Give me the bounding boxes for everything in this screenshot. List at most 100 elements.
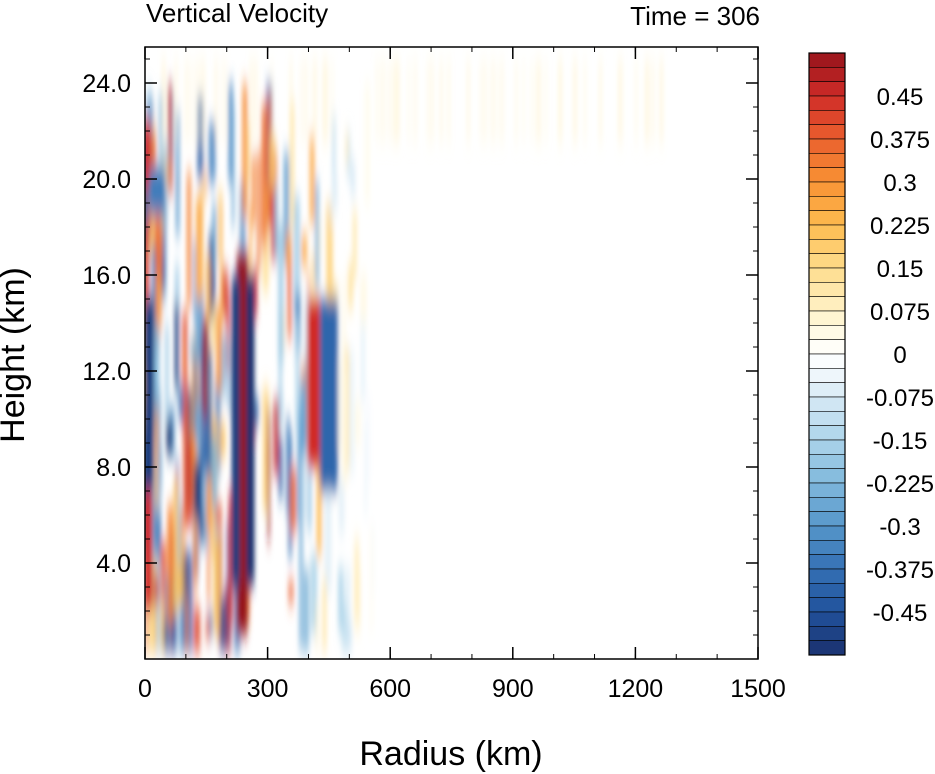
field-streak	[215, 503, 223, 525]
field-streak	[208, 122, 216, 184]
field-streak	[194, 299, 201, 361]
field-streak	[167, 504, 174, 623]
field-streak	[600, 59, 602, 143]
field-streak	[155, 176, 162, 275]
colorbar-box	[808, 382, 846, 398]
colorbar-box	[808, 439, 846, 455]
field-streak	[218, 189, 222, 261]
field-streak	[158, 93, 163, 225]
field-streak	[205, 617, 210, 640]
field-streak	[322, 579, 327, 652]
x-tick-label: 1500	[730, 675, 786, 703]
field-streak	[216, 305, 222, 392]
field-streak	[212, 203, 217, 265]
field-streak	[295, 317, 300, 433]
field-streak	[496, 59, 498, 143]
field-streak	[299, 517, 303, 650]
y-tick-label: 16.0	[82, 262, 131, 290]
field-streak	[165, 323, 169, 428]
field-streak	[213, 538, 221, 633]
colorbar-box	[808, 124, 846, 140]
y-axis-label: Height (km)	[0, 267, 32, 443]
field-streak	[155, 410, 158, 509]
field-streak	[286, 417, 290, 514]
x-tick-label: 0	[138, 675, 152, 703]
field-streak	[162, 59, 165, 143]
field-streak	[345, 567, 351, 622]
field-streak	[660, 59, 663, 143]
field-streak	[166, 420, 173, 455]
field-streak	[364, 419, 368, 514]
field-streak	[646, 59, 649, 143]
field-downdraft	[149, 167, 166, 215]
field-streak	[348, 263, 353, 310]
field-streak	[152, 324, 160, 409]
field-streak	[271, 59, 273, 143]
field-streak	[221, 59, 224, 143]
field-streak	[324, 59, 327, 143]
field-streak	[225, 59, 227, 143]
field-streak	[185, 547, 188, 598]
field-streak	[369, 529, 374, 632]
field-streak	[333, 174, 338, 213]
colorbar-box	[808, 325, 846, 340]
field-streak	[197, 59, 199, 143]
colorbar-box	[808, 597, 846, 613]
field-streak	[186, 438, 193, 527]
field-streak	[277, 394, 283, 428]
field-streak	[147, 577, 153, 652]
field-streak	[293, 196, 300, 316]
field-streak	[345, 133, 349, 163]
field-streak	[152, 495, 157, 612]
colorbar-box	[808, 497, 846, 512]
colorbar-box	[808, 67, 846, 82]
field-streak	[354, 538, 359, 619]
colorbar: 0.45 0.375 0.3 0.225 0.15 0.075 0 -0.075 -0.15 -0…	[808, 52, 934, 656]
field-streak	[153, 574, 159, 604]
field-streak	[341, 602, 348, 652]
field-streak	[645, 59, 648, 143]
field-streak	[387, 59, 390, 143]
field-streak	[226, 289, 230, 374]
field-streak	[194, 555, 197, 601]
field-streak	[448, 59, 450, 143]
colorbar-label: -0.075	[866, 385, 934, 412]
colorbar-label: -0.375	[866, 557, 934, 584]
field-streak	[346, 131, 351, 178]
colorbar-box	[808, 525, 846, 541]
field-streak	[204, 405, 210, 470]
colorbar-box	[808, 81, 846, 97]
field-streak	[208, 233, 216, 321]
chart-title: Vertical Velocity	[146, 0, 328, 28]
colorbar-box	[808, 411, 846, 426]
field-streak	[214, 460, 218, 598]
colorbar-label: -0.15	[873, 428, 928, 455]
field-streak	[154, 565, 161, 652]
field-streak	[202, 442, 209, 547]
field-streak	[221, 268, 229, 316]
colorbar-label: 0.075	[870, 299, 930, 326]
field-streak	[162, 191, 166, 287]
colorbar-label: -0.45	[873, 600, 928, 627]
field-streak	[257, 152, 261, 273]
field-streak	[195, 196, 203, 300]
field-streak	[159, 446, 162, 491]
field-streak	[309, 135, 315, 224]
field-streak	[558, 59, 561, 143]
colorbar-label: 0.45	[877, 84, 924, 111]
field-streak	[324, 481, 332, 593]
field-streak	[159, 541, 167, 645]
field-streak	[467, 59, 470, 143]
field-streak	[176, 492, 181, 566]
colorbar-label: -0.3	[879, 514, 920, 541]
colorbar-label: 0.375	[870, 127, 930, 154]
field-streak	[255, 59, 257, 143]
field-streak	[197, 96, 204, 180]
field-streak	[414, 59, 416, 143]
field-streak	[199, 512, 204, 544]
field-streak	[536, 59, 538, 143]
field-streak	[175, 59, 177, 143]
colorbar-box	[808, 167, 846, 183]
field-streak	[352, 210, 357, 280]
